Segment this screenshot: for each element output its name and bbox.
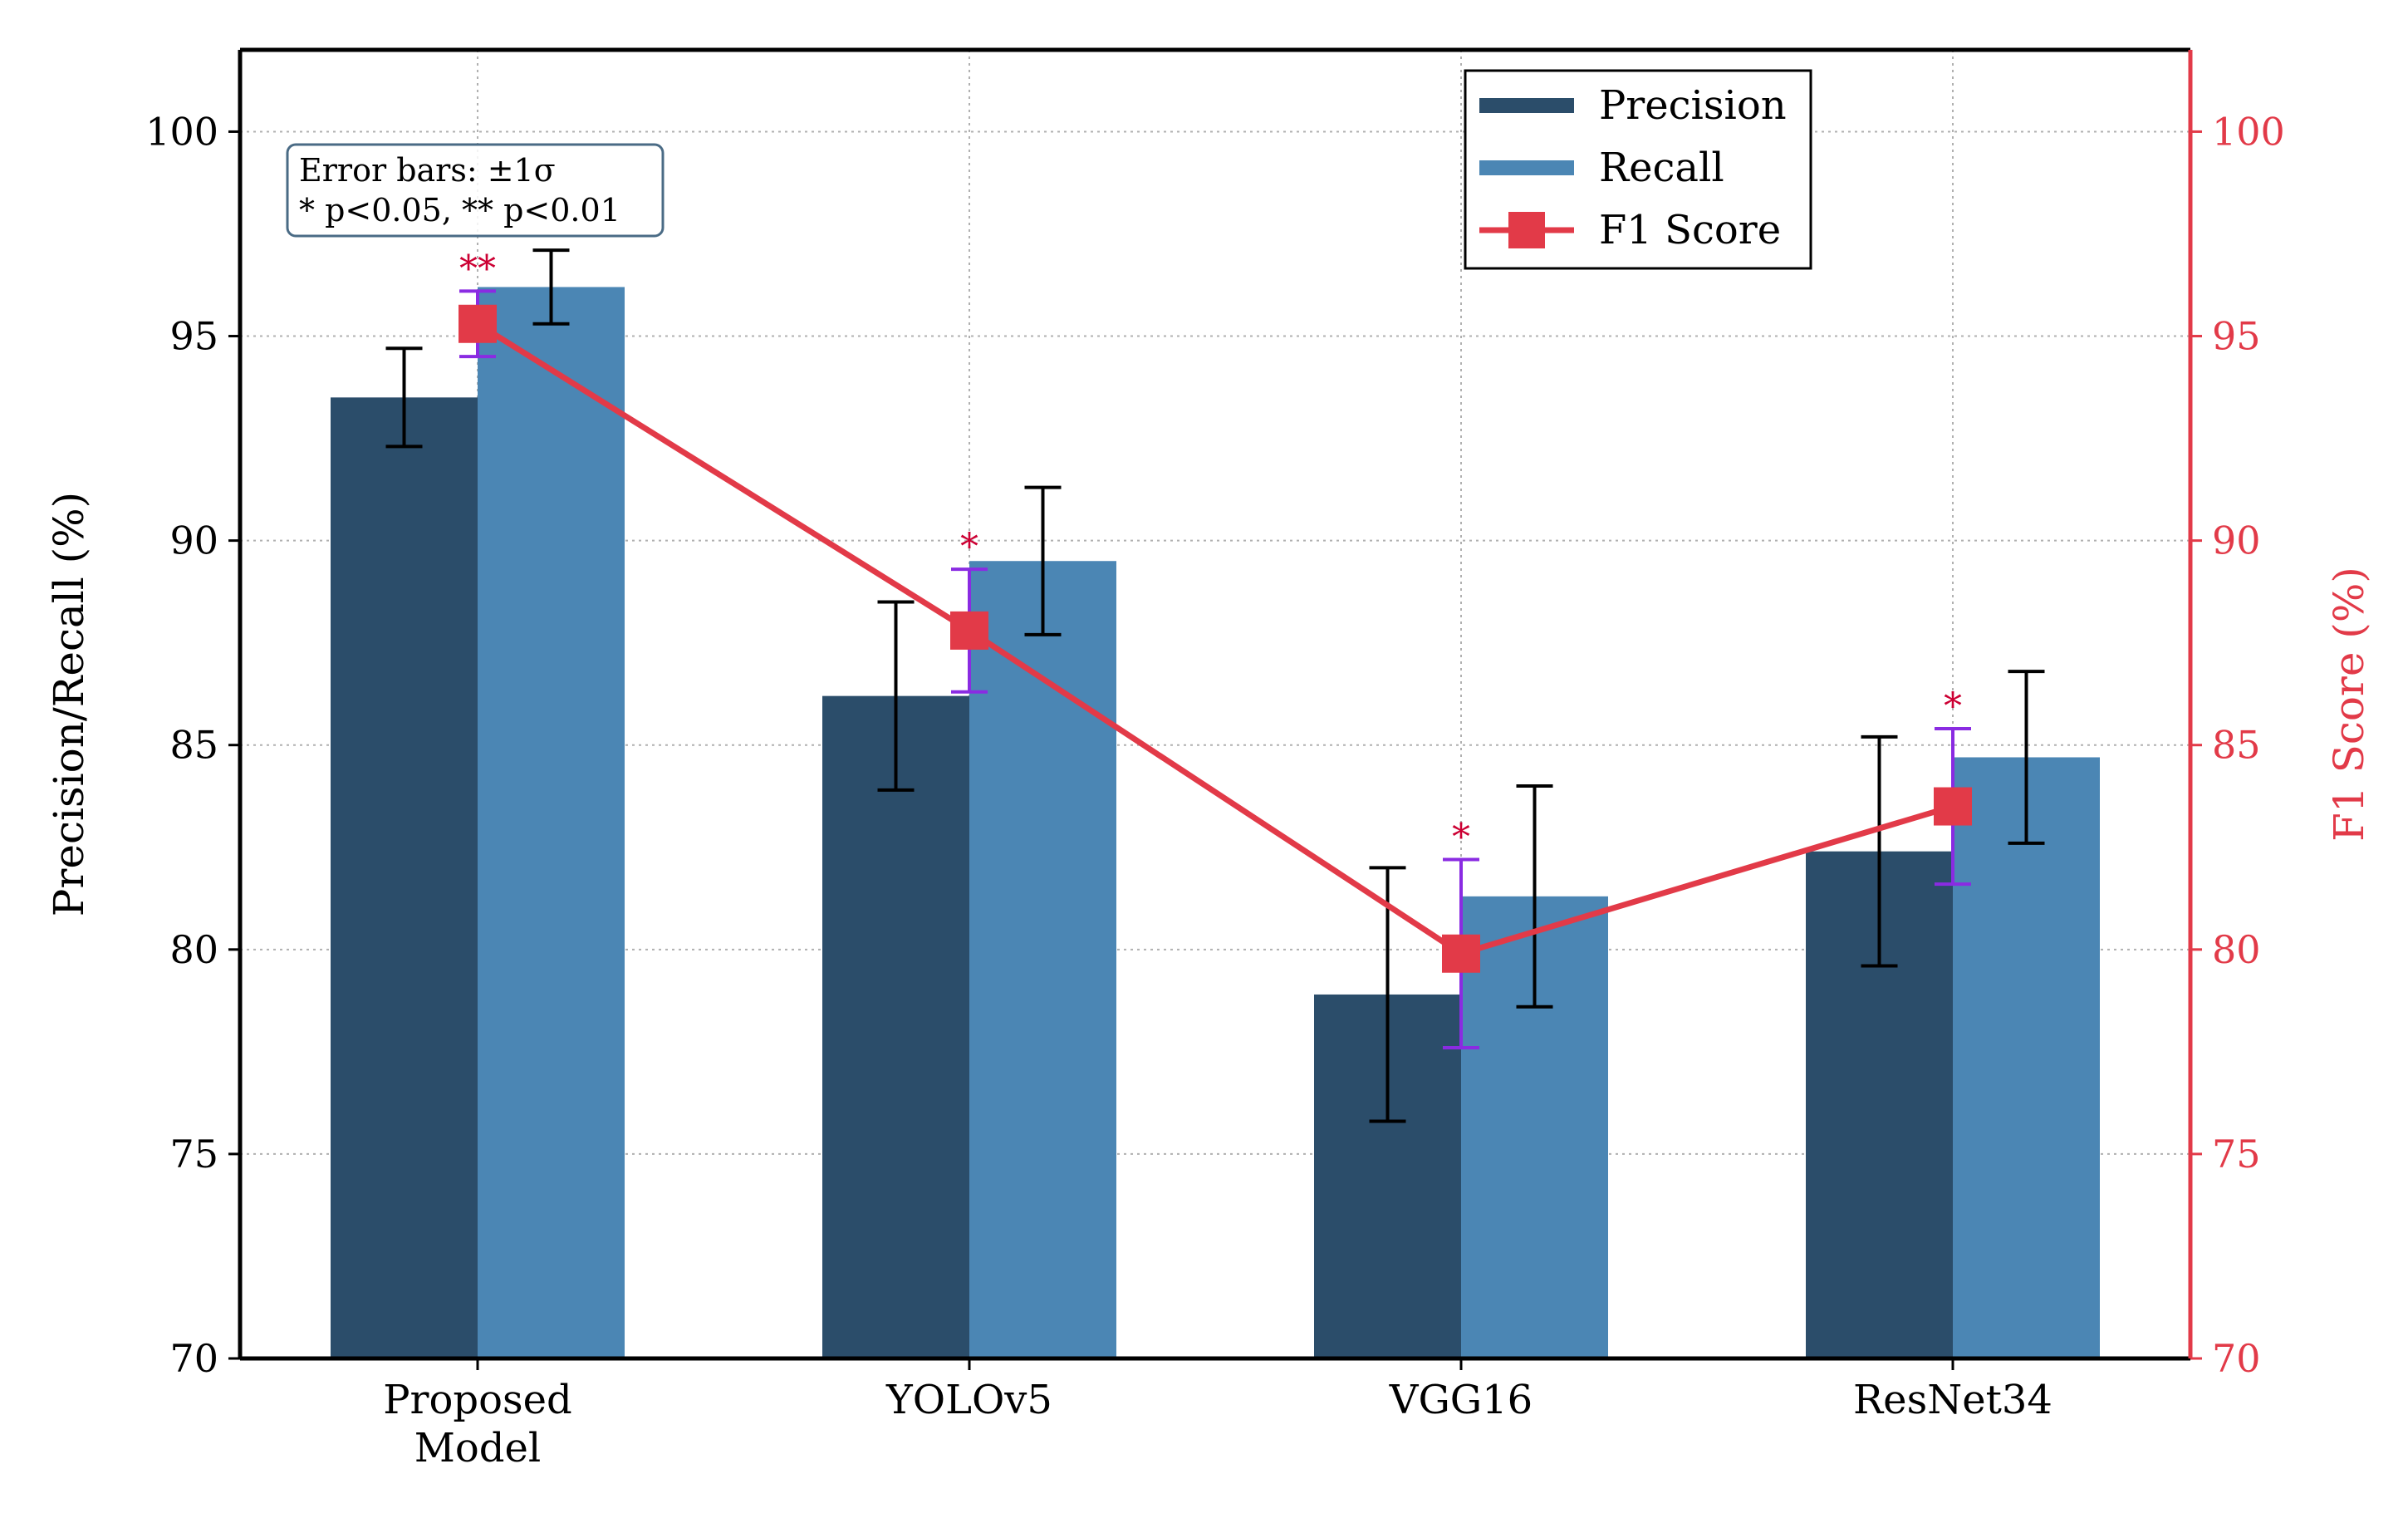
annotation-frame [286,143,665,238]
annotation-text: Error bars: ±1σ [299,152,556,189]
y2-tick-label: 70 [2212,1336,2261,1381]
y-tick-label: 100 [145,109,218,154]
f1-point [1934,787,1972,826]
significance-label: ** [459,248,496,290]
y-tick-label: 90 [169,518,218,563]
legend-label: Recall [1599,145,1724,191]
legend: Precision Recall F1 Score [1464,69,1812,270]
y-tick-label: 85 [169,723,218,768]
legend-label: F1 Score [1599,207,1781,253]
y-tick-label: 70 [169,1336,218,1381]
y2-tick-label: 90 [2212,518,2261,563]
f1-point [459,304,497,343]
y-tick-label: 95 [169,314,218,359]
bar-recall [478,287,625,1358]
significance-label: * [960,526,978,568]
legend-swatch [1479,98,1574,113]
y2-tick-label: 75 [2212,1132,2261,1177]
x-tick-label: YOLOv5 [885,1377,1052,1423]
legend-swatch [1479,160,1574,175]
f1-line [476,321,1954,957]
y-axis-title: Precision/Recall (%) [45,492,93,916]
bar-recall [969,561,1116,1358]
legend-label: Precision [1599,82,1787,129]
x-tick-label: VGG16 [1389,1377,1533,1423]
y2-tick-label: 100 [2212,109,2285,154]
annotation-box: Error bars: ±1σ* p<0.05, ** p<0.01 [286,143,665,238]
significance-label: * [1944,685,1962,728]
significance-label: * [1452,817,1470,859]
y-tick-label: 75 [169,1132,218,1177]
bar-recall [1953,757,2100,1358]
x-tick-label: ResNet34 [1853,1377,2052,1423]
bar-precision [822,695,969,1358]
y2-tick-label: 95 [2212,314,2261,359]
y2-tick-label: 85 [2212,723,2261,768]
bar-precision [331,397,478,1358]
y-tick-label: 80 [169,927,218,972]
x-tick-label: Proposed Model [383,1377,572,1471]
y2-tick-label: 80 [2212,927,2261,972]
f1-point [950,611,988,650]
y2-axis-title: F1 Score (%) [2325,567,2373,842]
f1-point [1442,934,1480,973]
legend-marker [1508,212,1545,248]
annotation-text: * p<0.05, ** p<0.01 [299,192,620,228]
